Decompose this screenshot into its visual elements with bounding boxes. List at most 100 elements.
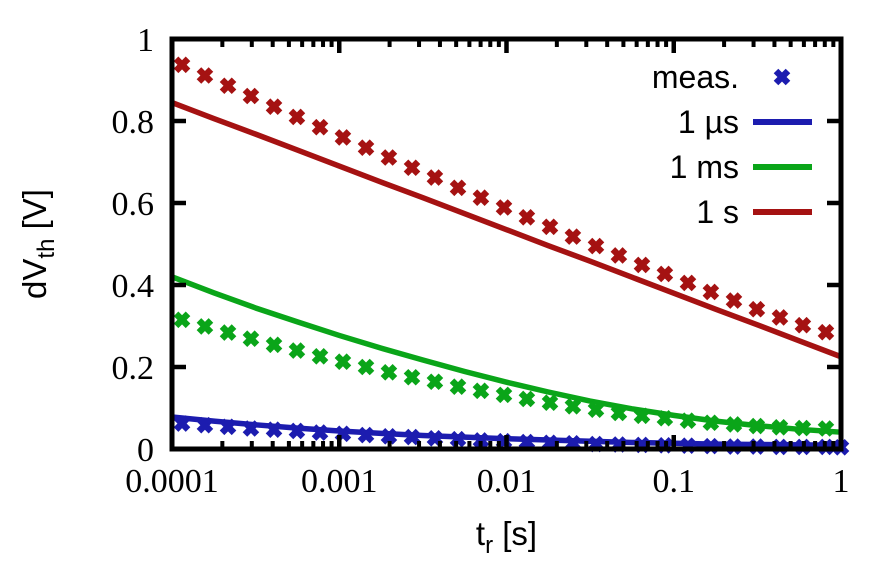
bold-x-marker	[173, 415, 191, 432]
bold-x-marker	[242, 87, 260, 105]
bold-x-marker	[495, 199, 513, 216]
x-tick-label: 0.0001	[125, 463, 219, 500]
bold-x-marker	[794, 316, 812, 334]
bold-x-marker	[173, 56, 191, 74]
bold-x-marker	[748, 300, 766, 318]
legend-item-1-s: 1 µs	[678, 104, 812, 140]
bold-x-marker	[564, 398, 582, 415]
x-tick-labels: 0.0001 0.001 0.01 0.1 1	[125, 463, 849, 500]
bold-x-marker	[357, 358, 375, 376]
bold-x-marker	[771, 309, 789, 326]
bold-x-marker	[196, 67, 214, 84]
bold-x-marker	[679, 412, 697, 430]
bold-x-marker	[449, 179, 467, 197]
bold-x-marker	[403, 368, 421, 386]
y-tick-label: 0	[137, 432, 154, 469]
bold-x-marker	[518, 209, 536, 226]
bold-x-marker	[472, 382, 490, 400]
x-tick-label: 0.1	[653, 463, 696, 500]
series-meas-1ms	[173, 311, 835, 437]
bold-x-marker	[449, 378, 467, 395]
bold-x-marker	[311, 348, 329, 365]
bold-x-marker	[380, 427, 398, 445]
x-tick-label: 1	[833, 463, 850, 500]
bold-x-marker	[288, 422, 306, 440]
bold-x-marker	[357, 426, 375, 444]
bold-x-marker	[196, 416, 214, 434]
legend-label: 1 µs	[678, 104, 739, 140]
bold-x-marker	[403, 159, 421, 177]
bold-x-marker	[219, 77, 237, 95]
legend: meas. 1 µs 1 ms 1 s	[652, 59, 812, 230]
bold-x-marker	[610, 404, 628, 422]
bold-x-marker	[219, 418, 237, 436]
bold-x-marker	[725, 416, 743, 433]
bold-x-marker	[633, 407, 651, 425]
y-tick-label: 0.2	[112, 350, 155, 387]
y-tick-label: 0.4	[112, 268, 155, 305]
x-tick-label: 0.01	[477, 463, 537, 500]
bold-x-marker	[219, 324, 237, 341]
bold-x-marker	[196, 318, 214, 335]
bold-x-marker	[334, 353, 352, 370]
bold-x-marker	[702, 414, 720, 432]
bold-x-marker	[334, 129, 352, 146]
axis-ticks	[169, 36, 844, 452]
legend-item-1-ms: 1 ms	[670, 149, 812, 185]
bold-x-marker	[380, 149, 398, 166]
bold-x-marker	[311, 424, 329, 441]
bold-x-marker	[472, 189, 490, 206]
x-tick-label: 0.001	[301, 463, 378, 500]
bold-x-marker	[564, 228, 582, 245]
bold-x-marker	[173, 311, 191, 329]
bold-x-marker	[242, 420, 260, 437]
bold-x-marker	[633, 256, 651, 274]
bold-x-marker	[288, 342, 306, 359]
bold-x-marker	[357, 139, 375, 156]
bold-x-marker	[702, 283, 720, 301]
bold-x-marker	[380, 364, 398, 381]
y-tick-label: 1	[137, 22, 154, 59]
bold-x-marker	[656, 409, 674, 427]
bold-x-marker	[449, 430, 467, 448]
legend-label: meas.	[652, 59, 739, 95]
bold-x-marker	[265, 421, 283, 439]
bold-x-marker	[817, 420, 835, 437]
y-tick-label: 0.8	[112, 104, 155, 141]
y-axis-title: dVth [V]	[16, 189, 60, 299]
bold-x-marker	[242, 330, 260, 348]
bold-x-marker	[288, 108, 306, 126]
bold-x-marker	[541, 394, 559, 411]
bold-x-marker	[472, 432, 490, 449]
bold-x-marker	[587, 237, 605, 255]
bold-x-marker	[610, 247, 628, 264]
bold-x-marker	[656, 265, 674, 283]
legend-item-meas-: meas.	[652, 59, 791, 95]
bold-x-marker	[773, 68, 791, 86]
y-tick-labels: 0 0.2 0.4 0.6 0.8 1	[112, 22, 155, 469]
bold-x-marker	[771, 418, 789, 436]
bold-x-marker	[679, 274, 697, 292]
bold-x-marker	[426, 373, 444, 391]
series-model-1ms	[171, 274, 842, 435]
bold-x-marker	[311, 118, 329, 136]
bold-x-marker	[587, 401, 605, 418]
bold-x-marker	[265, 336, 283, 354]
legend-label: 1 ms	[670, 149, 739, 185]
y-tick-label: 0.6	[112, 186, 155, 223]
legend-item-1-s: 1 s	[696, 194, 812, 230]
x-axis-title: tr [s]	[476, 515, 537, 559]
bold-x-marker	[403, 428, 421, 446]
bold-x-marker	[265, 98, 283, 115]
bold-x-marker	[518, 433, 536, 451]
series-model-1s	[171, 99, 842, 360]
bold-x-marker	[725, 292, 743, 309]
bold-x-marker	[794, 419, 812, 437]
series-meas-1s	[173, 56, 835, 341]
bold-x-marker	[748, 417, 766, 435]
bold-x-marker	[495, 386, 513, 404]
bold-x-marker	[426, 169, 444, 186]
bold-x-marker	[817, 323, 835, 341]
